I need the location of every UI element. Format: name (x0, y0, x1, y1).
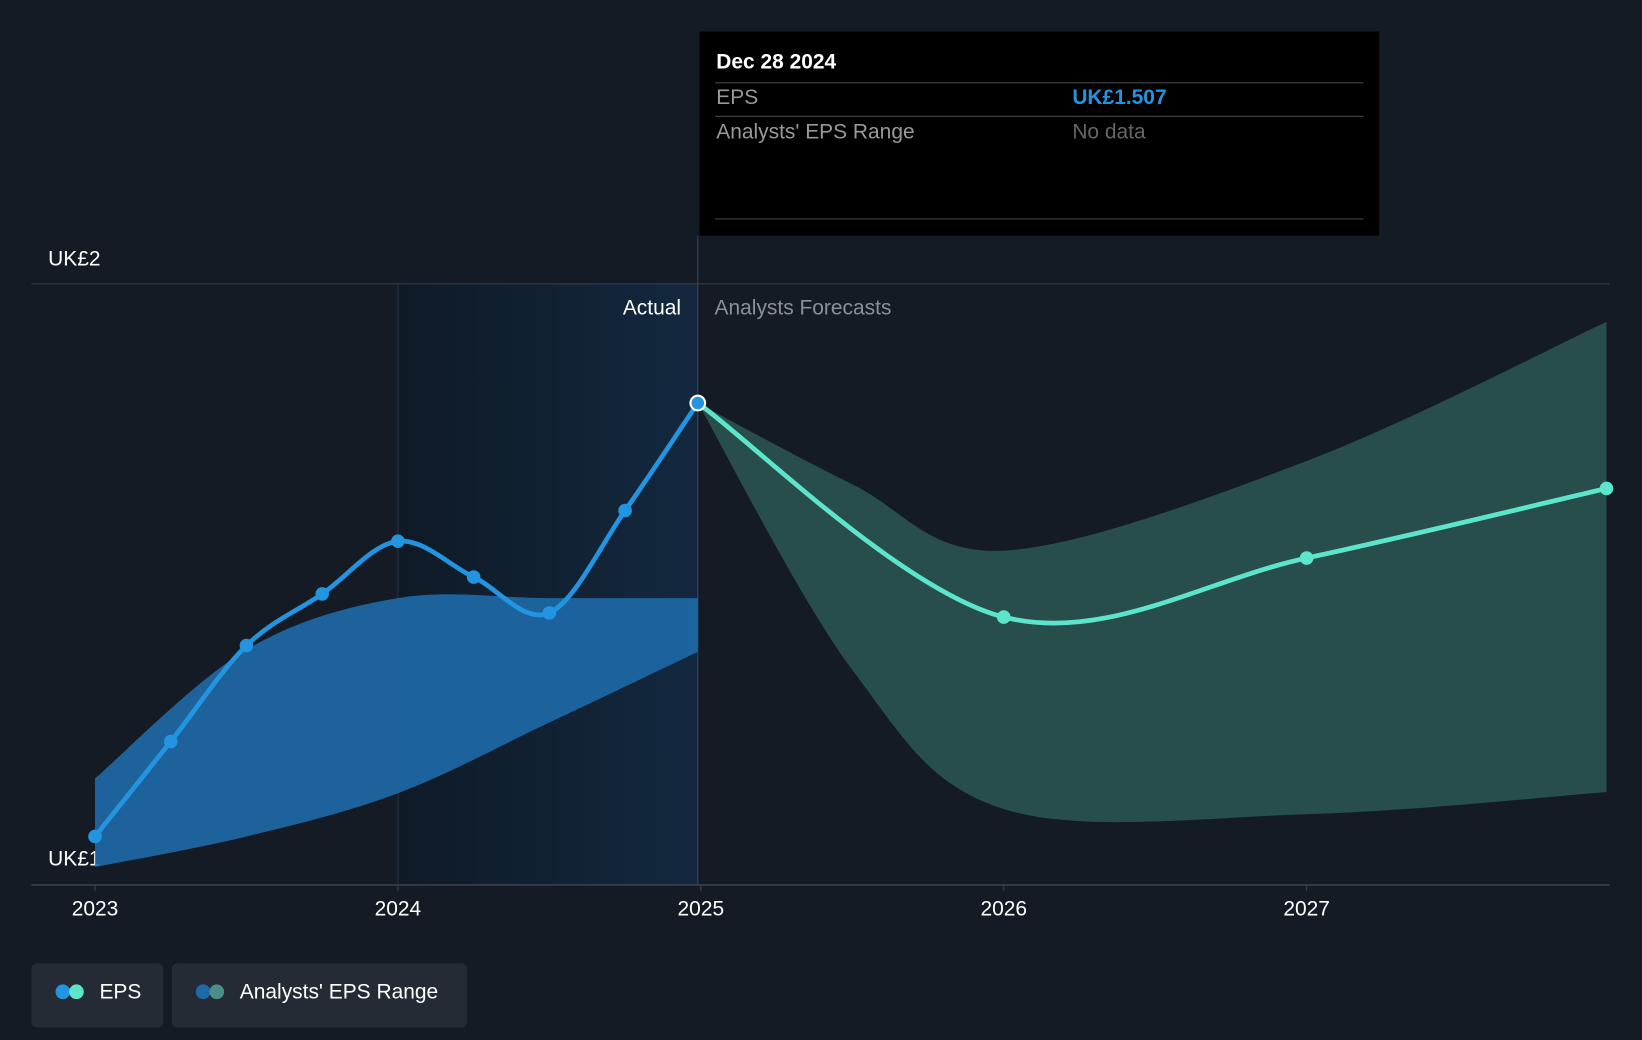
tooltip-value: No data (1072, 121, 1146, 144)
eps-point (239, 638, 254, 653)
section-label: Analysts Forecasts (715, 297, 892, 320)
eps-point (466, 570, 481, 584)
tooltip-label: Analysts' EPS Range (716, 121, 914, 144)
eps-point (315, 587, 330, 601)
legend-item[interactable] (31, 963, 164, 1028)
x-tick-label: 2024 (375, 898, 422, 921)
tooltip-date: Dec 28 2024 (716, 50, 836, 73)
y-tick-label: UK£1 (48, 847, 100, 870)
eps-point (163, 734, 178, 749)
tooltip-label: EPS (716, 86, 758, 109)
legend-label: EPS (99, 980, 141, 1003)
eps-point (391, 534, 405, 548)
eps-line (696, 401, 1608, 626)
range-area (697, 321, 1607, 823)
eps-point (996, 610, 1011, 624)
eps-point (618, 503, 632, 518)
x-tick-label: 2027 (1283, 898, 1330, 921)
eps-point (542, 606, 557, 620)
legend-swatch (69, 984, 84, 1000)
tooltip-box (699, 31, 1380, 236)
actual-shade (397, 283, 698, 885)
section-label: Actual (623, 297, 681, 320)
eps-point (689, 394, 707, 412)
tooltip-value: UK£1.507 (1072, 86, 1166, 109)
legend-swatch (195, 984, 211, 1000)
eps-point (88, 829, 102, 844)
legend-swatch (209, 984, 225, 1000)
legend-item[interactable] (171, 963, 468, 1028)
tooltip: Dec 28 2024 EPS UK£1.507 Analysts' EPS R… (699, 31, 1380, 236)
legend: EPS Analysts' EPS Range (31, 963, 468, 1028)
x-tick-label: 2023 (72, 898, 119, 921)
legend-label: Analysts' EPS Range (240, 980, 438, 1003)
eps-point (1599, 481, 1614, 496)
range-area (95, 594, 698, 868)
x-tick-label: 2026 (980, 898, 1027, 921)
x-tick-label: 2025 (678, 898, 725, 921)
y-tick-label: UK£2 (48, 247, 100, 270)
eps-point (1299, 551, 1314, 565)
legend-swatch (55, 984, 71, 1000)
